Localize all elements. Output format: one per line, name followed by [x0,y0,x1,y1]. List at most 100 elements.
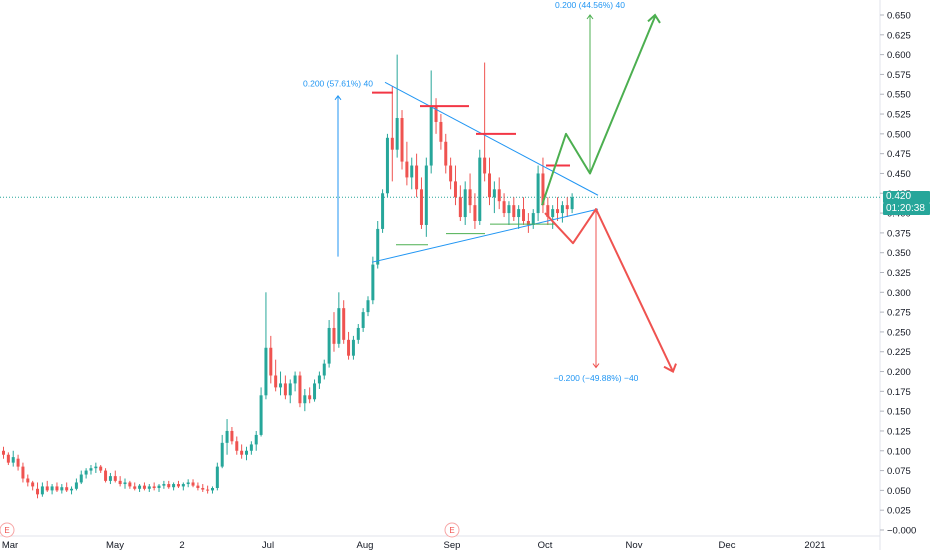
candle-body [497,189,501,202]
y-tick-label: 0.650 [887,11,911,22]
candle-body [419,189,423,225]
candle-body [337,308,341,344]
current-price-label: 0.420 [883,191,930,203]
candle-body [449,165,453,182]
y-tick-label: 0.450 [887,169,911,180]
candle-body [507,205,511,214]
candle-body [167,484,171,488]
candle-body [483,157,487,174]
candle-body [293,375,297,384]
candle-body [123,482,127,485]
candle-body [176,484,180,487]
candle-body [347,339,351,356]
candle-body [385,137,389,194]
candle-body [142,485,146,489]
candle-body [84,470,88,475]
candle-body [11,457,15,463]
x-tick-label: Aug [357,540,374,550]
candle-body [196,485,200,489]
candle-body [118,480,122,485]
y-tick-label: 0.575 [887,70,911,81]
candle-body [157,485,161,489]
y-tick-label: 0.500 [887,129,911,140]
candle-body [356,327,360,340]
candle-body [162,484,166,486]
candle-body [327,327,331,364]
candle-body [16,458,20,467]
candle-body [186,482,190,485]
candle-body [570,197,574,210]
candle-body [113,476,117,481]
candle-body [453,181,457,198]
candle-body [138,485,142,489]
measure-arrow-up-right-head [586,14,594,20]
y-tick-label: −0.000 [887,526,916,537]
candle-body [488,173,491,198]
candle-body [254,434,258,445]
bearish-projection-arrowhead [663,363,677,373]
x-tick-label: 2021 [804,540,825,550]
candle-body [225,430,229,443]
candle-body [94,466,98,469]
candle-body [181,484,185,487]
candle-body [478,157,482,221]
candle-body [2,450,5,455]
candle-body [215,466,219,489]
y-tick-label: 0.550 [887,90,911,101]
x-tick-label: Dec [719,540,736,550]
candle-body [26,478,30,483]
candle-body [104,470,108,481]
candle-body [235,441,239,451]
candle-body [240,450,244,455]
candle-body [40,486,44,495]
candle-body [152,486,156,489]
candle-body [303,395,307,404]
y-tick-label: 0.300 [887,288,911,299]
candle-body [99,466,103,471]
candle-body [565,205,569,210]
candle-body [415,165,419,190]
bearish-projection-path [544,208,674,372]
candle-body [128,482,132,487]
candle-body [463,189,467,218]
candle-body [172,484,176,488]
candle-body [298,375,302,404]
candle-body [492,189,496,198]
x-tick-label: Nov [626,540,643,550]
candle-body [269,347,273,376]
y-tick-label: 0.375 [887,228,911,239]
candle-body [381,193,385,229]
candle-body [230,430,234,442]
candle-body [210,488,214,491]
candle-body [541,173,545,206]
candle-body [439,121,443,142]
candle-body [201,488,205,490]
descending-trendline [384,81,599,196]
candle-body [65,487,69,491]
candle-body [458,197,462,218]
candle-body [395,118,399,150]
measure-label-up-right: 0.200 (44.56%) 40 [555,0,625,10]
candle-body [366,300,370,313]
candle-body [361,312,365,328]
ascending-trendline [371,208,599,263]
candle-body [108,476,112,481]
candle-body [245,450,248,455]
candle-body [133,486,137,489]
candle-body [526,221,530,225]
candle-body [279,383,283,388]
y-tick-label: 0.250 [887,327,911,338]
x-tick-label: Jul [262,540,274,550]
y-tick-label: 0.075 [887,466,911,477]
y-tick-label: 0.275 [887,308,911,319]
candle-body [70,488,74,491]
x-tick-label: 2 [179,540,184,550]
candle-body [36,488,40,495]
candle-body [89,468,93,471]
y-tick-label: 0.025 [887,506,911,517]
candle-body [31,482,35,487]
x-tick-label: Sep [444,540,461,550]
candle-body [220,442,224,467]
